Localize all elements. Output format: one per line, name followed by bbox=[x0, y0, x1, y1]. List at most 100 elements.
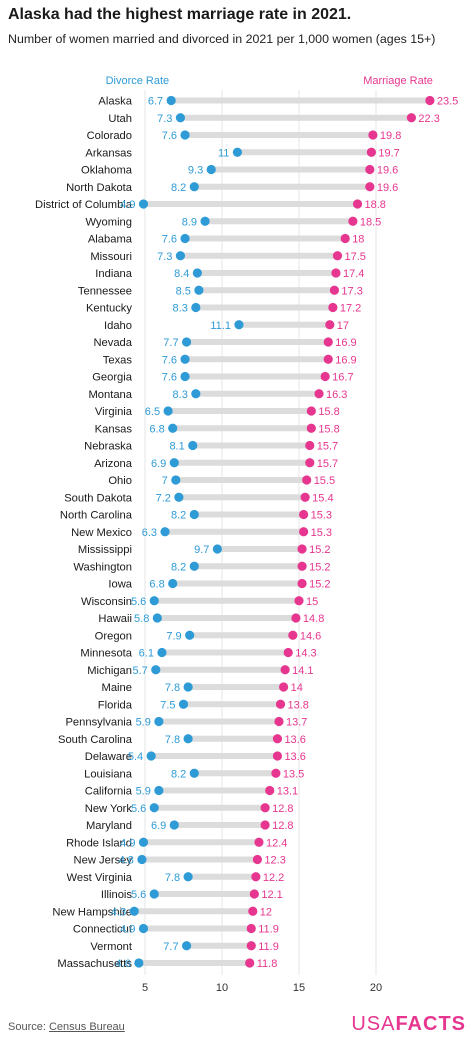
divorce-value-label: 7.7 bbox=[163, 337, 178, 349]
marriage-dot bbox=[291, 613, 301, 623]
state-label: Alabama bbox=[88, 234, 133, 246]
divorce-value-label: 5.8 bbox=[134, 613, 149, 625]
state-label: Kentucky bbox=[86, 303, 132, 315]
divorce-dot bbox=[157, 647, 167, 658]
marriage-dot bbox=[272, 734, 283, 744]
marriage-dot bbox=[260, 803, 270, 813]
divorce-value-label: 8.5 bbox=[176, 285, 191, 297]
divorce-value-label: 4.9 bbox=[120, 837, 135, 849]
source-prefix: Source: bbox=[8, 1021, 49, 1033]
divorce-dot bbox=[234, 320, 244, 330]
marriage-dot bbox=[274, 716, 284, 727]
divorce-dot bbox=[183, 872, 193, 882]
divorce-dot bbox=[180, 371, 190, 382]
marriage-value-label: 15.2 bbox=[309, 544, 330, 556]
state-label: South Carolina bbox=[58, 734, 133, 746]
divorce-dot bbox=[200, 216, 210, 226]
divorce-dot bbox=[138, 837, 149, 847]
marriage-value-label: 11.9 bbox=[258, 941, 279, 953]
divorce-dot bbox=[180, 354, 190, 364]
x-tick-label: 20 bbox=[370, 982, 382, 994]
divorce-dot bbox=[152, 613, 162, 623]
source-link[interactable]: Census Bureau bbox=[48, 1021, 125, 1033]
marriage-dot bbox=[340, 233, 350, 244]
divorce-value-label: 4.9 bbox=[120, 199, 135, 211]
divorce-dot bbox=[154, 785, 164, 796]
marriage-dot bbox=[323, 337, 333, 347]
marriage-dot bbox=[299, 509, 309, 520]
state-label: Alaska bbox=[98, 96, 132, 108]
marriage-dot bbox=[283, 647, 293, 658]
divorce-value-label: 4.8 bbox=[119, 855, 134, 867]
divorce-value-label: 5.9 bbox=[136, 786, 151, 798]
divorce-dot bbox=[146, 751, 156, 761]
divorce-dot bbox=[137, 854, 147, 865]
marriage-dot bbox=[272, 751, 283, 761]
marriage-value-label: 11.8 bbox=[257, 958, 278, 970]
divorce-dot bbox=[180, 130, 190, 140]
divorce-value-label: 9.7 bbox=[194, 544, 209, 556]
marriage-value-label: 19.8 bbox=[380, 130, 401, 142]
state-label: Rhode Island bbox=[66, 837, 132, 849]
marriage-value-label: 12.2 bbox=[263, 872, 284, 884]
state-label: Mississippi bbox=[78, 544, 132, 556]
divorce-dot bbox=[160, 527, 170, 537]
divorce-value-label: 5.6 bbox=[131, 889, 146, 901]
state-label: Wisconsin bbox=[81, 596, 132, 608]
divorce-dot bbox=[181, 941, 192, 951]
divorce-dot bbox=[181, 337, 192, 347]
divorce-dot bbox=[232, 147, 242, 157]
marriage-dot bbox=[352, 199, 363, 209]
marriage-dot bbox=[294, 596, 304, 606]
divorce-dot bbox=[183, 734, 193, 744]
divorce-value-label: 7.5 bbox=[160, 699, 175, 711]
logo-usa: USA bbox=[351, 1013, 396, 1035]
divorce-dot bbox=[169, 820, 179, 830]
divorce-dot bbox=[154, 716, 164, 727]
divorce-value-label: 5.4 bbox=[128, 751, 143, 763]
divorce-value-label: 9.3 bbox=[188, 165, 203, 177]
state-label: Hawaii bbox=[98, 613, 132, 625]
divorce-dot bbox=[178, 699, 189, 709]
marriage-value-label: 18.5 bbox=[360, 216, 381, 228]
marriage-value-label: 14 bbox=[291, 682, 303, 694]
marriage-dot bbox=[306, 423, 316, 433]
divorce-value-label: 7.7 bbox=[163, 941, 178, 953]
marriage-dot bbox=[275, 699, 286, 709]
divorce-value-label: 6.9 bbox=[151, 820, 166, 832]
state-label: West Virginia bbox=[67, 872, 133, 884]
state-label: South Dakota bbox=[64, 492, 133, 504]
state-label: North Dakota bbox=[66, 182, 133, 194]
divorce-value-label: 8.2 bbox=[171, 510, 186, 522]
marriage-dot bbox=[248, 906, 258, 916]
divorce-value-label: 7.6 bbox=[162, 234, 177, 246]
logo-facts: FACTS bbox=[395, 1013, 466, 1035]
marriage-value-label: 13.8 bbox=[288, 699, 309, 711]
state-label: Utah bbox=[108, 113, 132, 125]
state-label: Iowa bbox=[108, 579, 132, 591]
marriage-value-label: 15.8 bbox=[318, 423, 339, 435]
source-note: Source: Census Bureau bbox=[8, 1021, 125, 1033]
marriage-dot bbox=[252, 854, 263, 865]
marriage-value-label: 14.8 bbox=[303, 613, 324, 625]
marriage-value-label: 12.4 bbox=[266, 837, 287, 849]
usafacts-logo: USAFACTS bbox=[351, 1013, 466, 1036]
marriage-value-label: 14.6 bbox=[300, 630, 321, 642]
divorce-dot bbox=[192, 268, 202, 278]
marriage-dot bbox=[406, 113, 417, 123]
state-label: Idaho bbox=[104, 320, 132, 332]
marriage-dot bbox=[314, 389, 324, 399]
divorce-value-label: 7.8 bbox=[165, 872, 180, 884]
marriage-dot bbox=[365, 164, 375, 175]
chart-subtitle: Number of women married and divorced in … bbox=[8, 32, 436, 46]
divorce-dot bbox=[169, 458, 179, 468]
marriage-dot bbox=[246, 941, 256, 951]
state-label: Indiana bbox=[95, 268, 132, 280]
divorce-value-label: 7.9 bbox=[166, 630, 181, 642]
state-label: Wyoming bbox=[85, 216, 132, 228]
divorce-dot bbox=[189, 768, 199, 778]
divorce-value-label: 7.6 bbox=[162, 354, 177, 366]
state-label: Colorado bbox=[87, 130, 132, 142]
state-label: Virginia bbox=[95, 406, 133, 418]
state-label: District of Columbia bbox=[35, 199, 133, 211]
